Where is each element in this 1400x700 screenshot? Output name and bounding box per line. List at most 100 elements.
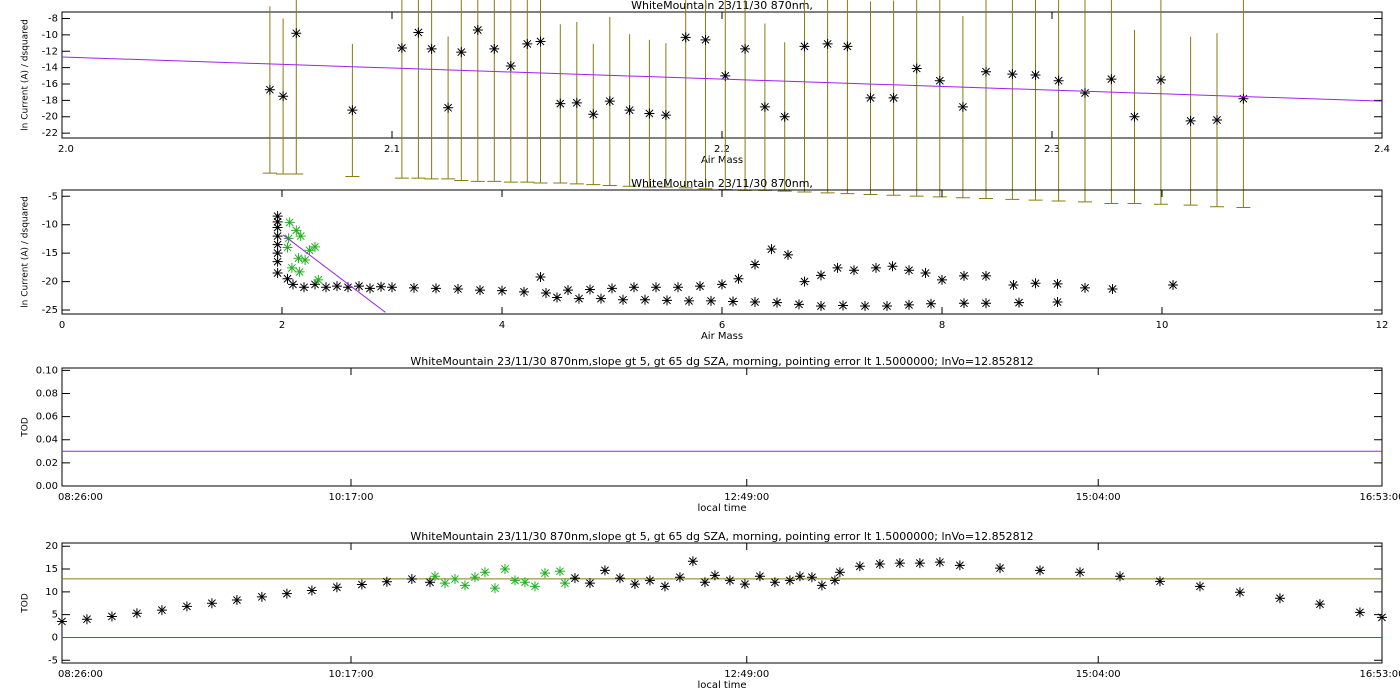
y-tick-label: -20 — [42, 277, 58, 288]
data-point — [834, 567, 845, 578]
data-point — [783, 249, 793, 260]
error-bar — [840, 0, 855, 195]
y-tick-label: 0.00 — [36, 481, 58, 492]
data-point — [981, 66, 991, 77]
data-point — [1212, 115, 1222, 125]
data-point — [766, 244, 777, 255]
error-bar — [520, 0, 535, 183]
x-tick-label: 2.3 — [1044, 144, 1060, 155]
data-point — [283, 233, 294, 244]
data-point — [1129, 111, 1140, 122]
x-tick-label: 2.0 — [58, 144, 74, 155]
data-point — [865, 92, 876, 103]
data-point — [106, 611, 117, 622]
data-point — [347, 105, 358, 116]
data-point — [489, 43, 500, 54]
y-tick-label: -8 — [48, 14, 58, 25]
data-point — [1185, 115, 1196, 126]
data-point — [759, 101, 770, 112]
data-point — [926, 298, 936, 309]
plot-title: WhiteMountain 23/11/30 870nm,slope gt 5,… — [410, 355, 1033, 368]
y-tick-label: -18 — [42, 95, 58, 106]
y-axis-label: ln Current (A) / dsquared — [21, 19, 31, 131]
data-point — [660, 110, 671, 121]
data-point — [673, 282, 683, 293]
data-point — [426, 43, 437, 54]
plot-title: WhiteMountain 23/11/30 870nm, — [631, 0, 813, 12]
data-point — [640, 294, 650, 305]
data-point — [1007, 69, 1018, 80]
error-bar — [909, 0, 924, 197]
plot-frame — [61, 189, 1383, 315]
data-point — [720, 70, 731, 81]
data-point — [529, 581, 540, 592]
data-point — [313, 274, 324, 285]
x-tick-label: 12:49:00 — [724, 669, 769, 680]
error-bar — [1104, 0, 1119, 204]
data-point — [1080, 282, 1090, 293]
data-point — [295, 231, 306, 242]
data-point — [822, 38, 833, 49]
data-point — [409, 282, 419, 293]
data-point — [81, 614, 92, 625]
data-point — [750, 259, 760, 270]
data-point — [272, 211, 283, 222]
data-point — [406, 574, 417, 585]
data-point — [680, 32, 691, 43]
data-point — [1234, 587, 1245, 598]
x-tick-label: 10 — [1156, 320, 1169, 331]
data-point — [585, 284, 595, 295]
data-point — [429, 571, 440, 582]
data-point — [1074, 567, 1085, 578]
data-point — [911, 63, 922, 74]
error-bar — [289, 0, 304, 175]
error-bar — [820, 0, 835, 194]
data-point — [282, 273, 293, 284]
data-point — [779, 111, 790, 122]
data-point — [272, 216, 283, 227]
data-point — [497, 285, 507, 296]
data-point — [453, 283, 463, 294]
data-point — [131, 608, 142, 619]
data-point — [299, 282, 309, 293]
data-point — [1008, 279, 1019, 290]
data-point — [469, 572, 480, 583]
y-tick-label: 0.04 — [36, 435, 58, 446]
data-point — [281, 588, 292, 599]
data-point — [709, 570, 720, 581]
data-point — [934, 75, 945, 86]
error-bar — [1051, 0, 1066, 202]
data-point — [1114, 571, 1125, 582]
data-point — [535, 36, 546, 47]
error-bar — [533, 0, 548, 184]
data-point — [1014, 297, 1024, 308]
error-bar — [1236, 0, 1251, 209]
data-point — [1168, 279, 1178, 290]
data-point — [291, 225, 302, 236]
data-point — [739, 579, 750, 590]
data-point — [816, 580, 827, 591]
data-point — [519, 286, 529, 297]
data-point — [449, 574, 460, 585]
data-point — [571, 97, 582, 108]
data-point — [569, 573, 580, 584]
error-bar — [1153, 0, 1168, 205]
data-point — [459, 580, 470, 591]
data-point — [1035, 565, 1045, 576]
data-point — [499, 564, 510, 575]
data-point — [937, 274, 947, 285]
y-tick-label: 0.08 — [36, 388, 58, 399]
data-point — [842, 41, 853, 52]
error-bar — [454, 0, 469, 182]
data-point — [904, 299, 914, 310]
data-point — [1354, 607, 1365, 618]
y-tick-label: 0.06 — [36, 412, 58, 423]
data-point — [284, 217, 295, 228]
x-tick-label: 0 — [59, 320, 65, 331]
data-point — [552, 292, 562, 303]
data-point — [310, 241, 320, 252]
y-tick-label: -25 — [42, 305, 58, 316]
data-point — [272, 222, 283, 233]
error-bar — [411, 0, 426, 179]
